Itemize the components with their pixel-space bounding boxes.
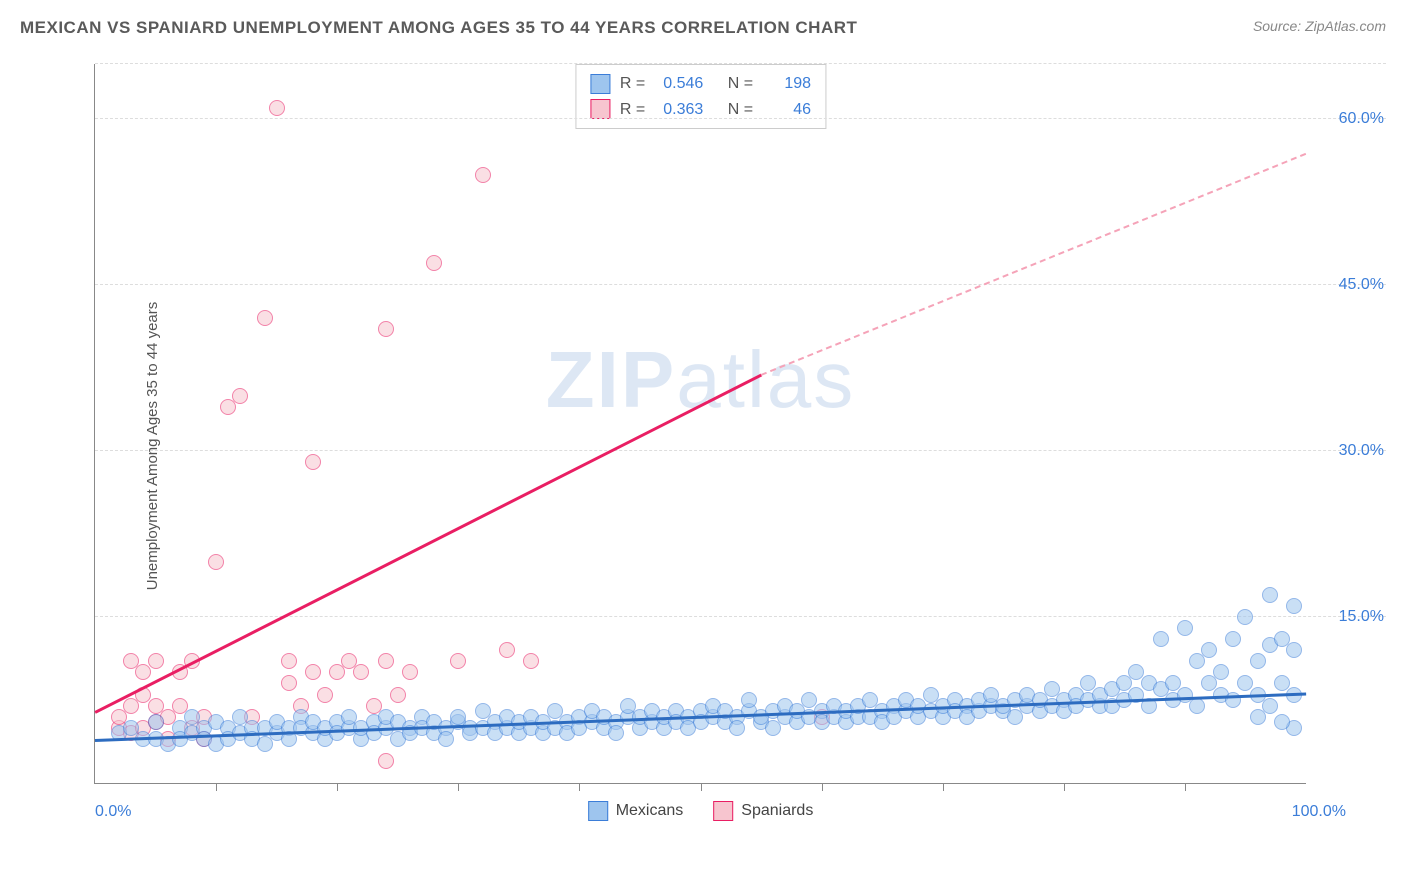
data-point — [741, 692, 757, 708]
data-point — [148, 653, 164, 669]
swatch-spaniards — [590, 99, 610, 119]
swatch-mexicans — [590, 74, 610, 94]
data-point — [378, 321, 394, 337]
gridline — [95, 616, 1386, 617]
data-point — [1274, 714, 1290, 730]
gridline — [95, 118, 1386, 119]
data-point — [1201, 642, 1217, 658]
x-tick — [1064, 783, 1065, 791]
x-tick — [822, 783, 823, 791]
watermark-bold: ZIP — [546, 335, 676, 424]
data-point — [1177, 620, 1193, 636]
data-point — [1262, 587, 1278, 603]
data-point — [499, 642, 515, 658]
legend-swatch-spaniards — [713, 801, 733, 821]
data-point — [281, 653, 297, 669]
data-point — [378, 753, 394, 769]
watermark: ZIPatlas — [546, 334, 855, 426]
data-point — [281, 675, 297, 691]
data-point — [390, 687, 406, 703]
gridline — [95, 450, 1386, 451]
x-tick — [579, 783, 580, 791]
stats-row-mexicans: R = 0.546 N = 198 — [590, 71, 811, 97]
data-point — [1250, 653, 1266, 669]
plot-area: ZIPatlas R = 0.546 N = 198 R = 0.363 N =… — [94, 64, 1306, 784]
r-label: R = — [620, 71, 645, 97]
r-value-mexicans: 0.546 — [655, 71, 703, 97]
chart-title: MEXICAN VS SPANIARD UNEMPLOYMENT AMONG A… — [20, 18, 857, 38]
data-point — [1153, 631, 1169, 647]
data-point — [1213, 664, 1229, 680]
source-attribution: Source: ZipAtlas.com — [1253, 18, 1386, 34]
data-point — [269, 100, 285, 116]
data-point — [1189, 698, 1205, 714]
gridline — [95, 284, 1386, 285]
series-legend: Mexicans Spaniards — [588, 801, 814, 821]
data-point — [438, 731, 454, 747]
y-tick-label: 60.0% — [1339, 110, 1384, 128]
data-point — [450, 653, 466, 669]
n-label: N = — [728, 71, 753, 97]
x-tick — [943, 783, 944, 791]
data-point — [475, 167, 491, 183]
y-tick-label: 15.0% — [1339, 608, 1384, 626]
data-point — [1286, 642, 1302, 658]
data-point — [1237, 609, 1253, 625]
source-name: ZipAtlas.com — [1305, 18, 1386, 34]
data-point — [317, 687, 333, 703]
x-axis-max-label: 100.0% — [1292, 803, 1346, 821]
data-point — [378, 653, 394, 669]
x-tick — [216, 783, 217, 791]
data-point — [353, 664, 369, 680]
data-point — [608, 725, 624, 741]
correlation-stats-box: R = 0.546 N = 198 R = 0.363 N = 46 — [575, 64, 826, 129]
x-tick — [458, 783, 459, 791]
data-point — [729, 720, 745, 736]
legend-item-mexicans: Mexicans — [588, 801, 684, 821]
legend-label-spaniards: Spaniards — [741, 802, 813, 820]
x-tick — [337, 783, 338, 791]
data-point — [232, 388, 248, 404]
legend-item-spaniards: Spaniards — [713, 801, 813, 821]
gridline — [95, 63, 1386, 64]
source-prefix: Source: — [1253, 18, 1305, 34]
data-point — [523, 653, 539, 669]
data-point — [305, 664, 321, 680]
data-point — [1250, 709, 1266, 725]
x-axis-min-label: 0.0% — [95, 803, 131, 821]
n-value-mexicans: 198 — [763, 71, 811, 97]
data-point — [402, 664, 418, 680]
data-point — [257, 310, 273, 326]
trend-line — [94, 374, 761, 714]
legend-label-mexicans: Mexicans — [616, 802, 684, 820]
data-point — [305, 454, 321, 470]
y-tick-label: 30.0% — [1339, 442, 1384, 460]
trend-line-dashed — [761, 153, 1307, 376]
y-tick-label: 45.0% — [1339, 276, 1384, 294]
chart-container: ZIPatlas R = 0.546 N = 198 R = 0.363 N =… — [50, 50, 1386, 832]
data-point — [148, 714, 164, 730]
data-point — [1286, 598, 1302, 614]
legend-swatch-mexicans — [588, 801, 608, 821]
data-point — [208, 554, 224, 570]
data-point — [1225, 631, 1241, 647]
data-point — [426, 255, 442, 271]
x-tick — [1185, 783, 1186, 791]
x-tick — [701, 783, 702, 791]
